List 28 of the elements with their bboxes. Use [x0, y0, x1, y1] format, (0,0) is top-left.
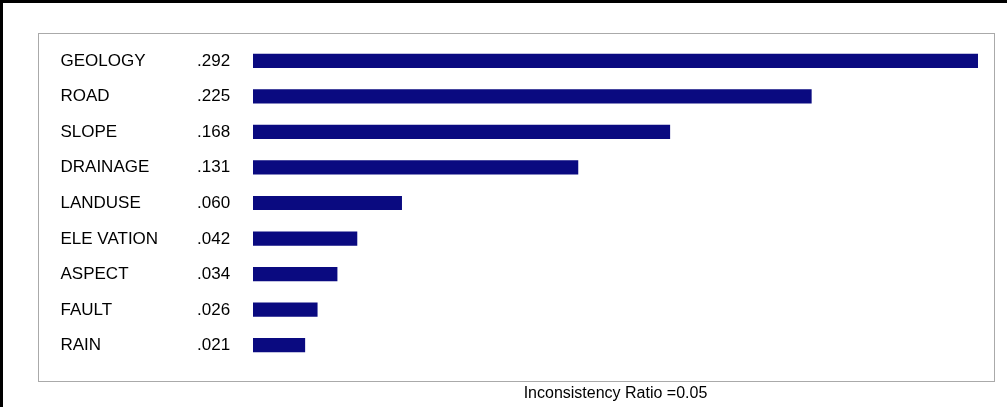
y-tick-label: GEOLOGY: [60, 50, 146, 70]
text: Inconsistency Ratio =0.05: [523, 384, 708, 401]
bar: [253, 53, 978, 68]
data-label: .026: [197, 299, 231, 319]
data-label: .292: [197, 50, 231, 70]
data-label: .131: [197, 157, 231, 177]
bar: [253, 195, 402, 211]
y-tick-label: DRAINAGE: [60, 157, 150, 177]
data-label: .034: [197, 264, 231, 284]
bar: [253, 302, 318, 317]
bar: [253, 231, 358, 246]
bar: [253, 160, 579, 175]
bar: [253, 89, 812, 104]
y-tick-label: FAULT: [60, 299, 113, 319]
y-tick-label: SLOPE: [60, 121, 118, 141]
data-label: .042: [197, 228, 231, 248]
data-label: .168: [197, 121, 231, 141]
data-label: .060: [197, 193, 231, 212]
y-tick-label: ELE VATION: [60, 228, 159, 248]
data-label: .225: [197, 86, 231, 106]
bar: [253, 267, 338, 282]
data-label: .021: [197, 335, 231, 355]
y-tick-label: ASPECT: [60, 264, 129, 284]
bar: [253, 124, 671, 139]
bar: [253, 338, 306, 353]
y-tick-label: ROAD: [60, 86, 110, 106]
y-tick-label: LANDUSE: [60, 193, 141, 212]
y-tick-label: RAIN: [60, 335, 102, 355]
